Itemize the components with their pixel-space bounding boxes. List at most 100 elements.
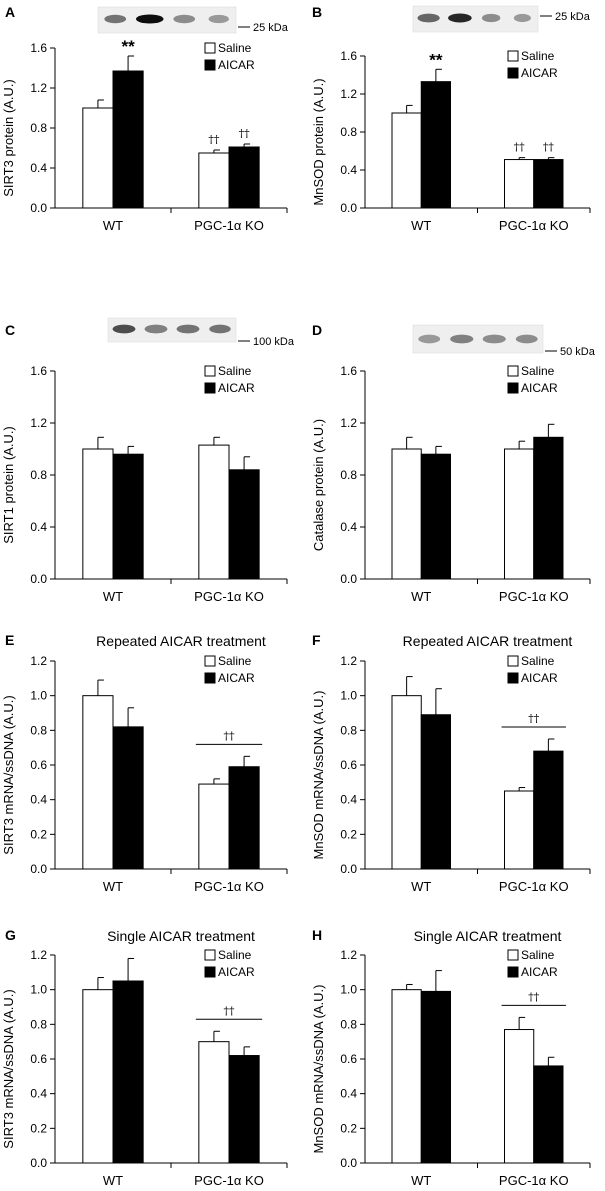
y-tick-label: 0.8 [30, 1017, 47, 1031]
blot-band [135, 14, 164, 24]
western-blot-image: 25 kDa [412, 5, 591, 33]
significance-annotation: ** [121, 37, 135, 56]
x-category-label: PGC-1α KO [499, 589, 569, 604]
legend-swatch [204, 966, 216, 978]
panel-letter: B [312, 4, 322, 20]
legend-swatch [204, 59, 216, 71]
legend-label: Saline [521, 49, 555, 63]
y-tick-label: 1.0 [30, 983, 47, 997]
bar-saline-ko [198, 1041, 230, 1164]
legend-swatch [204, 42, 216, 54]
bar-saline-ko [198, 783, 230, 870]
legend-label: AICAR [521, 381, 558, 395]
significance-annotation: †† [224, 1004, 236, 1017]
legend-label: AICAR [218, 965, 255, 979]
x-category-label: WT [411, 1173, 431, 1188]
chart-title: Repeated AICAR treatment [96, 633, 266, 649]
legend-label: Saline [521, 654, 555, 668]
significance-annotation: ** [429, 50, 443, 69]
panel-e: E Repeated AICAR treatment 0.0 0.2 0.4 0.6 0.8… [1, 632, 288, 894]
bar-saline-wt [391, 448, 422, 580]
y-tick-label: 0.6 [340, 1052, 357, 1066]
bar-saline-wt [82, 107, 114, 209]
y-tick-label: 0.2 [30, 1121, 47, 1135]
significance-annotation: †† [224, 729, 236, 742]
x-category-label: WT [103, 589, 123, 604]
legend-label: Saline [218, 364, 252, 378]
panel-b: B 25 kDa 0.0 0.4 0.8 1.2 1.6 MnSOD protein (A.U… [311, 4, 591, 233]
bar-aicar-wt [420, 81, 451, 209]
panel-letter: D [312, 322, 322, 338]
western-blot-image: 25 kDa [97, 6, 289, 34]
y-tick-label: 0.0 [340, 572, 357, 586]
bar-aicar-ko [228, 469, 260, 580]
blot-band [112, 324, 136, 334]
legend-swatch [507, 655, 519, 667]
legend-swatch [204, 949, 216, 961]
significance-annotation: †† [208, 133, 220, 146]
y-tick-label: 0.4 [340, 163, 357, 177]
legend-swatch [507, 365, 519, 377]
legend-label: AICAR [521, 671, 558, 685]
y-tick-label: 1.0 [30, 689, 47, 703]
y-tick-label: 0.8 [340, 468, 357, 482]
legend-label: AICAR [218, 671, 255, 685]
blot-band [417, 13, 440, 23]
panel-h: H Single AICAR treatment 0.0 0.2 0.4 0.6 0.8 1.… [311, 927, 591, 1188]
x-category-label: WT [103, 218, 123, 233]
blot-band [418, 334, 441, 344]
x-category-label: WT [411, 218, 431, 233]
bar-aicar-wt [420, 453, 451, 580]
y-tick-label: 1.6 [340, 364, 357, 378]
y-tick-label: 0.8 [30, 121, 47, 135]
legend-swatch [204, 365, 216, 377]
blot-band [176, 324, 200, 334]
x-category-label: WT [103, 1173, 123, 1188]
y-tick-label: 1.2 [340, 87, 357, 101]
panel-letter: C [5, 322, 15, 338]
blot-band [482, 334, 506, 344]
legend-label: Saline [218, 948, 252, 962]
panel-g: G Single AICAR treatment 0.0 0.2 0.4 0.6 0.8 1.… [1, 927, 288, 1188]
y-tick-label: 0.0 [340, 1156, 357, 1170]
y-tick-label: 0.2 [340, 1121, 357, 1135]
legend-label: AICAR [521, 965, 558, 979]
bar-aicar-wt [112, 70, 144, 209]
legend-swatch [507, 966, 519, 978]
western-blot-image: 100 kDa [107, 317, 295, 348]
y-tick-label: 0.4 [30, 1087, 47, 1101]
y-tick-label: 0.0 [30, 572, 47, 586]
x-category-label: PGC-1α KO [194, 218, 264, 233]
legend-swatch [507, 382, 519, 394]
panel-letter: H [312, 927, 322, 943]
bar-aicar-ko [533, 159, 564, 209]
panel-f: F Repeated AICAR treatment 0.0 0.2 0.4 0.6 0.8… [311, 632, 591, 894]
bar-aicar-wt [112, 453, 144, 580]
bar-aicar-wt [420, 714, 451, 870]
y-tick-label: 1.0 [340, 689, 357, 703]
kda-marker-label: 50 kDa [560, 346, 596, 358]
chart-title: Single AICAR treatment [414, 928, 562, 944]
panel-a: A 25 kDa 0.0 0.4 0.8 1.2 1.6 SIRT3 protein (A.U… [1, 4, 289, 233]
y-tick-label: 0.8 [340, 1017, 357, 1031]
y-axis-label: SIRT1 protein (A.U.) [1, 426, 16, 544]
y-axis-label: MnSOD protein (A.U.) [311, 78, 326, 205]
bar-saline-ko [504, 159, 535, 209]
y-tick-label: 1.2 [30, 416, 47, 430]
bar-aicar-wt [112, 726, 144, 870]
bar-saline-ko [504, 448, 535, 580]
blot-band [481, 13, 501, 23]
y-tick-label: 0.4 [340, 1087, 357, 1101]
bar-saline-wt [82, 989, 114, 1164]
bar-saline-wt [391, 989, 422, 1164]
y-tick-label: 0.0 [30, 1156, 47, 1170]
blot-band [450, 334, 474, 344]
y-tick-label: 0.8 [340, 723, 357, 737]
y-tick-label: 1.6 [30, 41, 47, 55]
y-tick-label: 0.4 [340, 793, 357, 807]
y-axis-label: MnSOD mRNA/ssDNA (A.U.) [311, 690, 326, 859]
y-axis-label: SIRT3 protein (A.U.) [1, 79, 16, 197]
legend-swatch [204, 672, 216, 684]
kda-marker-label: 25 kDa [555, 11, 591, 23]
bar-saline-ko [504, 790, 535, 870]
